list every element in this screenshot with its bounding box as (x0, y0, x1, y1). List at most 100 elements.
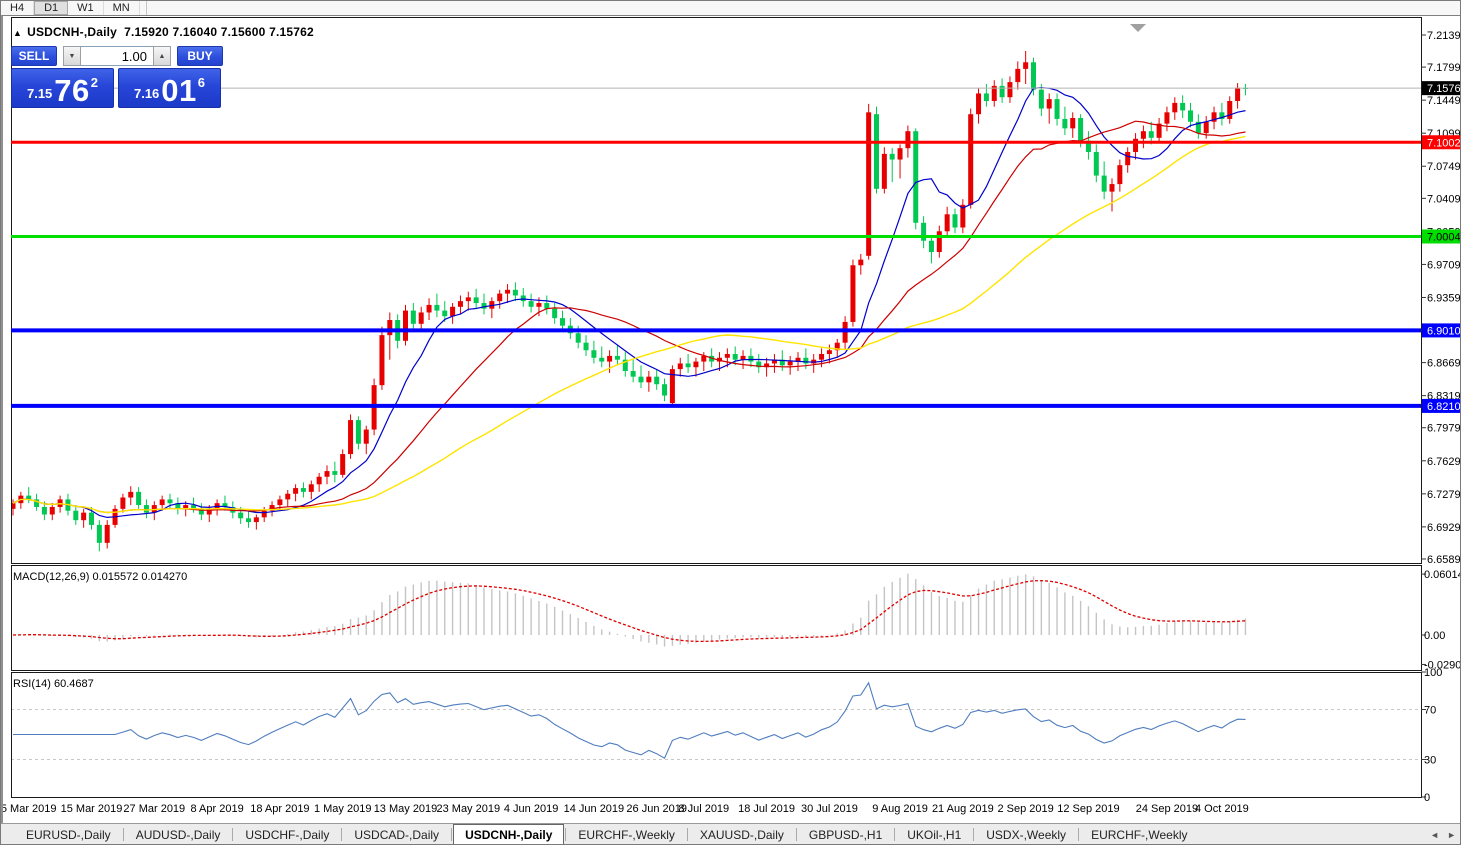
tab-eurchf-weekly[interactable]: EURCHF-,Weekly (578, 828, 675, 842)
volume-decrease-button[interactable]: ▼ (63, 46, 81, 66)
date-tick-label: 30 Jul 2019 (801, 803, 858, 815)
candle-body (1054, 99, 1060, 119)
timeframe-button-d1[interactable]: D1 (34, 1, 69, 15)
candle-body (497, 293, 503, 302)
date-axis: 5 Mar 2019 15 Mar 2019 27 Mar 2019 8 Apr 20… (1, 803, 1249, 815)
horizontal-level-lines[interactable] (11, 140, 1421, 408)
candle-body (128, 491, 134, 498)
candle-body (1140, 131, 1146, 139)
candle-body (968, 114, 974, 205)
candle-body (528, 301, 534, 307)
candle-body (175, 503, 181, 509)
candle-body (834, 342, 840, 351)
candle-body (379, 335, 385, 386)
candle-body (403, 310, 408, 341)
date-tick-label: 18 Jul 2019 (738, 803, 795, 815)
candle-body (1117, 165, 1123, 185)
candle-body (230, 506, 236, 513)
candle-body (355, 420, 361, 444)
tab-eurusd-daily[interactable]: EURUSD-,Daily (26, 828, 111, 842)
candle-body (457, 301, 463, 307)
candle-body (159, 499, 165, 506)
buy-price-box[interactable]: 7.16 01 6 (118, 68, 221, 108)
candle-body (89, 512, 94, 525)
price-tick-label: 6.93590 (1427, 292, 1461, 304)
tab-audusd-daily[interactable]: AUDUSD-,Daily (135, 828, 221, 842)
candle-body (889, 153, 895, 160)
candle-body (1078, 117, 1084, 141)
candle-body (850, 265, 856, 322)
date-tick-label: 5 Mar 2019 (3, 803, 57, 815)
tab-eurchf-weekly[interactable]: EURCHF-,Weekly (1091, 828, 1188, 842)
tab-usdchf-daily[interactable]: USDCHF-,Daily (245, 828, 330, 842)
chart-shift-marker-icon[interactable] (1130, 24, 1146, 32)
volume-input[interactable] (81, 46, 153, 66)
candle-body (976, 93, 982, 115)
candle-body (685, 363, 691, 368)
tab-separator (451, 828, 453, 841)
candle-body (1093, 151, 1099, 176)
volume-stepper: ▼ ▲ (63, 46, 171, 66)
date-tick-label: 2 Sep 2019 (998, 803, 1054, 815)
collapse-arrow-icon[interactable]: ▲ (13, 28, 23, 38)
date-tick-label: 15 Mar 2019 (61, 803, 123, 815)
candle-body (387, 320, 393, 336)
candle-body (308, 484, 314, 492)
chart-canvas[interactable]: 7.213907.179907.144907.109907.074907.040… (1, 16, 1461, 824)
volume-increase-button[interactable]: ▲ (153, 46, 171, 66)
candle-body (73, 510, 79, 521)
candle-body (858, 259, 864, 266)
candle-body (591, 350, 597, 358)
candle-body (717, 357, 722, 362)
price-badge (1422, 135, 1460, 150)
tab-scroll-right-icon[interactable]: ► (1447, 830, 1456, 840)
candle-body (512, 289, 518, 296)
timeframe-button-h4[interactable]: H4 (1, 1, 35, 15)
price-tick-label: 7.04090 (1427, 193, 1461, 205)
price-tick-label: 7.17990 (1427, 62, 1461, 74)
tab-usdcnh-daily[interactable]: USDCNH-,Daily (453, 824, 565, 844)
candle-body (544, 303, 550, 309)
price-axis: 7.213907.179907.144907.109907.074907.040… (1421, 30, 1461, 804)
candle-body (96, 524, 102, 543)
chart-window: 7.213907.179907.144907.109907.074907.040… (1, 15, 1461, 824)
tab-separator (565, 828, 567, 841)
tab-gbpusd-h1[interactable]: GBPUSD-,H1 (808, 828, 883, 842)
timeframe-button-mn[interactable]: MN (103, 1, 140, 15)
candle-body (740, 355, 746, 360)
candle-body (662, 384, 668, 396)
candle-body (426, 304, 432, 313)
tab-xauusd-daily[interactable]: XAUUSD-,Daily (699, 828, 784, 842)
date-tick-label: 8 Jul 2019 (678, 803, 729, 815)
tab-usdx-weekly[interactable]: USDX-,Weekly (986, 828, 1067, 842)
candle-body (410, 310, 416, 324)
price-badge (1422, 398, 1460, 413)
candle-body (151, 505, 157, 513)
price-tick-label: 6.65890 (1427, 554, 1461, 566)
candle-body (724, 354, 730, 358)
macd-tick-label: 0.00 (1424, 630, 1445, 642)
price-tick-label: 6.72790 (1427, 489, 1461, 501)
candle-body (756, 361, 762, 368)
candle-body (787, 361, 793, 366)
sell-price-box[interactable]: 7.15 76 2 (11, 68, 114, 108)
caret-up-icon: ▲ (158, 52, 166, 60)
timeframe-button-w1[interactable]: W1 (68, 1, 104, 15)
chart-tab-bar: ◄ ► EURUSD-,Daily AUDUSD-,Daily USDCHF-,Da… (1, 823, 1460, 844)
candle-body (332, 471, 338, 475)
candle-body (473, 297, 479, 304)
price-tick-label: 7.14490 (1427, 95, 1461, 107)
candle-body (434, 304, 440, 311)
price-badge (1422, 323, 1460, 338)
date-tick-label: 13 May 2019 (374, 803, 438, 815)
price-tick-label: 6.97090 (1427, 259, 1461, 271)
tab-ukoil-h1[interactable]: UKOil-,H1 (907, 828, 962, 842)
candle-body (622, 359, 628, 372)
candle-body (944, 214, 950, 232)
buy-button[interactable]: BUY (177, 46, 223, 66)
tab-usdcad-daily[interactable]: USDCAD-,Daily (354, 828, 440, 842)
candle-body (285, 493, 291, 500)
date-tick-label: 1 May 2019 (314, 803, 371, 815)
tab-scroll-left-icon[interactable]: ◄ (1430, 830, 1440, 840)
sell-button[interactable]: SELL (11, 46, 57, 66)
